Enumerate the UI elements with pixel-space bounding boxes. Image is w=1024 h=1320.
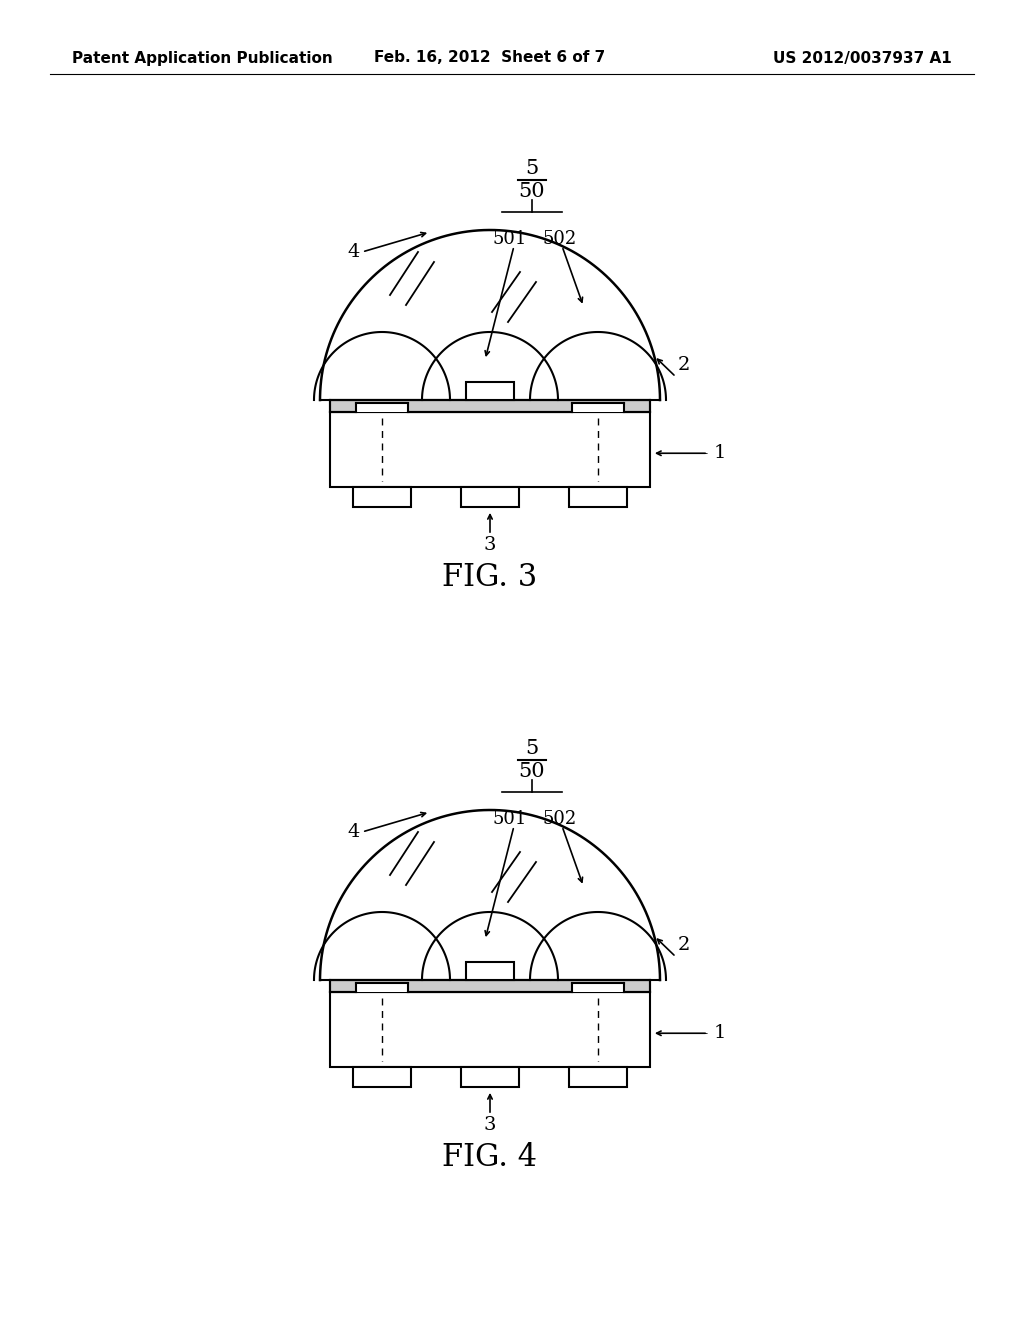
Bar [466,381,514,400]
Bar [356,983,408,993]
Text: 5: 5 [525,739,539,758]
Text: FIG. 3: FIG. 3 [442,561,538,593]
Bar [330,979,650,993]
Text: Patent Application Publication: Patent Application Publication [72,50,333,66]
Text: US 2012/0037937 A1: US 2012/0037937 A1 [773,50,952,66]
Bar [569,1067,627,1086]
Bar [572,983,624,993]
Bar [466,962,514,979]
Bar [330,400,650,412]
Text: 5: 5 [525,158,539,178]
Bar [461,1067,519,1086]
Bar [330,412,650,487]
Bar [353,1067,411,1086]
Text: 502: 502 [543,230,578,248]
Text: 501: 501 [493,810,527,828]
Text: 3: 3 [483,536,497,554]
Bar [461,487,519,507]
Text: 4: 4 [347,822,360,841]
Text: —: — [697,449,708,458]
Bar [356,403,408,412]
Text: 4: 4 [347,243,360,261]
Bar [572,403,624,412]
Text: 1: 1 [714,1024,726,1043]
Text: —: — [697,1028,708,1039]
Text: FIG. 4: FIG. 4 [442,1142,538,1172]
Bar [330,993,650,1067]
Text: 2: 2 [678,936,690,954]
Text: 501: 501 [493,230,527,248]
Text: 3: 3 [483,1115,497,1134]
Bar [353,487,411,507]
Text: 502: 502 [543,810,578,828]
Text: 50: 50 [519,762,546,781]
Text: Feb. 16, 2012  Sheet 6 of 7: Feb. 16, 2012 Sheet 6 of 7 [375,50,605,66]
Text: 1: 1 [714,445,726,462]
Text: 2: 2 [678,356,690,374]
Text: 50: 50 [519,182,546,201]
Bar [569,487,627,507]
